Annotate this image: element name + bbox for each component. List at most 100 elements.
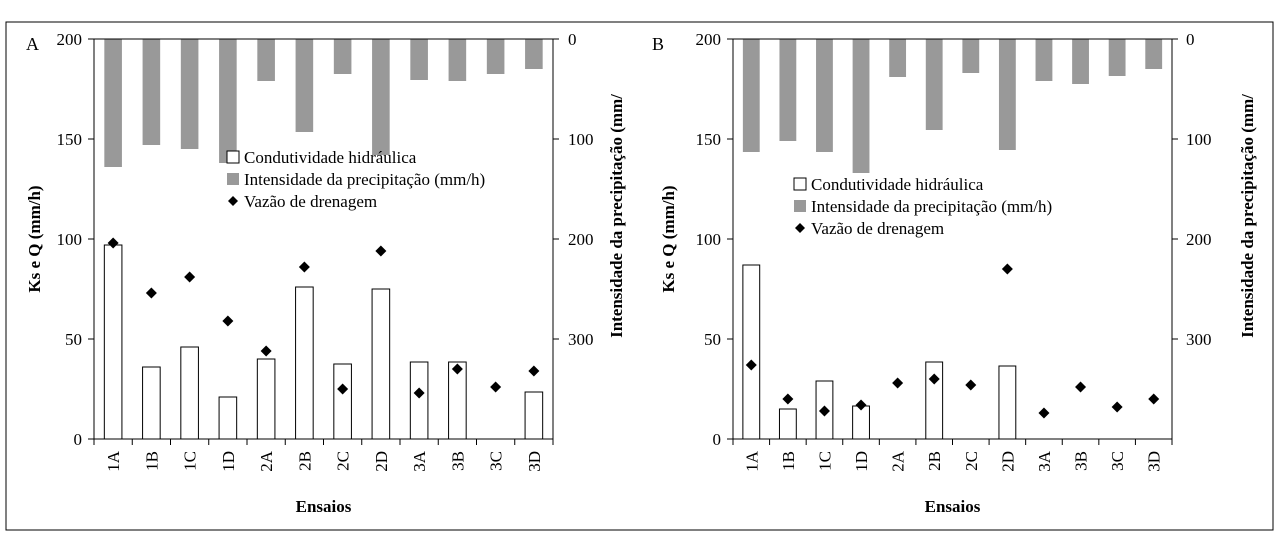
precipitation-bar	[295, 39, 314, 132]
precipitation-bar	[998, 39, 1016, 150]
conductivity-bar	[371, 288, 391, 440]
y2-tick-label: 200	[568, 230, 594, 249]
precipitation-bar	[925, 39, 943, 130]
precipitation-bar	[525, 39, 543, 69]
precipitation-bar	[889, 39, 907, 77]
conductivity-bar	[998, 365, 1017, 440]
drainage-marker	[222, 315, 234, 327]
legend-label: Vazão de drenagem	[811, 219, 944, 238]
chart-panel-a: A 0 50 100 150 200 0 100 200 300 1A 1B 1C 1D 2A 2B 2C 2D 3…	[25, 30, 626, 516]
precipitation-bar	[410, 39, 428, 80]
x-category-label: 1D	[852, 451, 871, 472]
y-tick-label: 200	[57, 30, 83, 49]
legend: Condutividade hidráulica Intensidade da p…	[226, 148, 485, 211]
drainage-marker	[260, 345, 272, 357]
x-category-label: 3C	[1108, 451, 1127, 471]
precipitation-bar	[962, 39, 980, 73]
y2-axis-title: Intensidade da precipitação (mm/	[1238, 94, 1257, 338]
conductivity-bar	[180, 346, 199, 440]
x-category-label: 2A	[889, 450, 908, 472]
precipitation-bar	[779, 39, 797, 141]
y-tick-label: 150	[57, 130, 83, 149]
legend-swatch-conductivity	[793, 177, 807, 191]
x-category-label: 1B	[142, 451, 161, 471]
precipitation-bar	[1108, 39, 1126, 76]
conductivity-bar	[103, 244, 123, 440]
drainage-marker	[1038, 407, 1050, 419]
x-category-label: 3D	[1145, 451, 1164, 472]
y-tick-label: 50	[704, 330, 721, 349]
precipitation-bar	[142, 39, 161, 145]
x-category-label: 2B	[295, 451, 314, 471]
precipitation-bar	[816, 39, 833, 152]
x-category-label: 1D	[219, 451, 238, 472]
precipitation-bar	[333, 39, 352, 74]
precipitation-bar	[486, 39, 505, 74]
conductivity-bar	[524, 391, 544, 440]
drainage-marker	[1148, 393, 1160, 405]
plot-area	[732, 38, 1173, 440]
drainage-marker	[107, 237, 119, 249]
x-category-label: 2A	[257, 450, 276, 472]
drainage-marker	[782, 393, 794, 405]
y-tick-label: 100	[696, 230, 722, 249]
y-tick-label: 100	[57, 230, 83, 249]
legend-label: Vazão de drenagem	[244, 192, 377, 211]
panel-label: B	[652, 34, 664, 54]
y-tick-label: 50	[65, 330, 82, 349]
conductivity-bar	[256, 358, 276, 440]
x-category-label: 3D	[525, 451, 544, 472]
drainage-marker	[375, 245, 387, 257]
conductivity-bar	[333, 363, 352, 440]
precipitation-bar	[257, 39, 275, 81]
drainage-marker	[1001, 263, 1013, 275]
precipitation-bar	[219, 39, 237, 163]
drainage-marker	[965, 379, 977, 391]
conductivity-bar	[778, 408, 797, 440]
drainage-marker	[892, 377, 904, 389]
x-category-label: 2B	[925, 451, 944, 471]
y-tick-label: 0	[713, 430, 722, 449]
plot-area	[93, 38, 554, 440]
legend-swatch-drainage	[228, 196, 238, 206]
precipitation-bar	[372, 39, 390, 155]
x-category-label: 1B	[779, 451, 798, 471]
x-category-label: 3A	[410, 450, 429, 472]
figure-border	[5, 21, 1274, 531]
legend-label: Intensidade da precipitação (mm/h)	[244, 170, 485, 189]
drainage-marker	[298, 261, 310, 273]
precipitation-bar	[180, 39, 199, 149]
y2-tick-label: 100	[1186, 130, 1212, 149]
x-category-label: 3A	[1035, 450, 1054, 472]
x-category-label: 2D	[372, 451, 391, 472]
x-axis-title: Ensaios	[296, 497, 352, 516]
legend-swatch-drainage	[795, 223, 805, 233]
drainage-marker	[145, 287, 157, 299]
panel-label: A	[26, 34, 39, 54]
legend-label: Condutividade hidráulica	[244, 148, 417, 167]
precipitation-bar	[1145, 39, 1163, 69]
legend-swatch-precipitation	[227, 173, 239, 185]
x-category-label: 1A	[104, 450, 123, 472]
chart-panel-b: B 0 50 100 150 200 0 100 200 300 1A 1B 1C 1D 2A 2B 2C 2D 3…	[652, 30, 1257, 516]
x-category-label: 3B	[448, 451, 467, 471]
x-category-label: 2D	[998, 451, 1017, 472]
y-axis-title: Ks e Q (mm/h)	[25, 185, 44, 292]
conductivity-bar	[852, 405, 870, 440]
drainage-marker	[413, 387, 425, 399]
conductivity-bar	[742, 264, 761, 440]
x-category-label: 3B	[1072, 451, 1091, 471]
conductivity-bar	[218, 396, 238, 440]
drainage-marker	[1111, 401, 1123, 413]
precipitation-bar	[448, 39, 467, 81]
drainage-marker	[337, 383, 349, 395]
drainage-marker	[490, 381, 502, 393]
y2-axis-title: Intensidade da precipitação (mm/	[607, 94, 626, 338]
conductivity-bar	[142, 366, 161, 440]
conductivity-bar	[295, 286, 314, 440]
drainage-marker	[451, 363, 463, 375]
precipitation-bar	[852, 39, 870, 173]
y2-tick-label: 100	[568, 130, 594, 149]
